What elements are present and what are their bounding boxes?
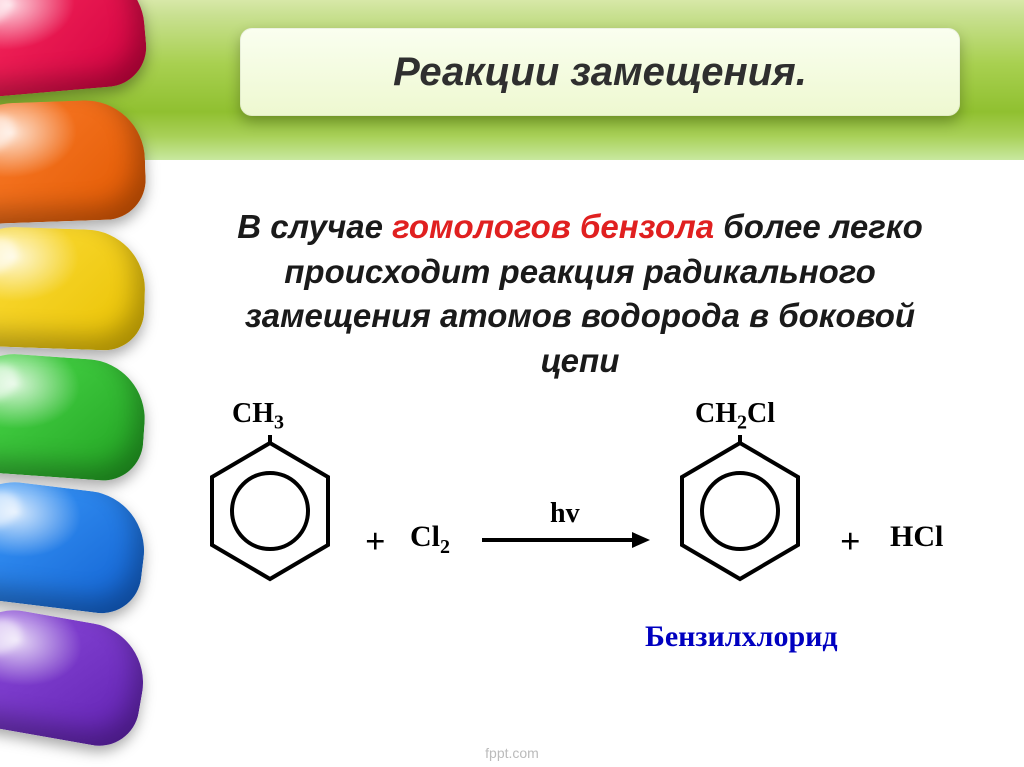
footer-credit: fppt.com (485, 745, 539, 761)
body-highlight: гомологов бензола (392, 208, 714, 245)
product-name: Бензилхлорид (645, 620, 838, 654)
highlighter-marker (0, 350, 149, 483)
body-line2: происходит реакция радикального (284, 253, 876, 290)
body-line3: замещения атомов водорода в боковой (245, 297, 915, 334)
right-substituent: CH2Cl (695, 398, 775, 435)
highlighter-marker (0, 601, 153, 752)
reaction-arrow-icon (480, 528, 650, 552)
body-line4: цепи (541, 342, 620, 379)
page-title: Реакции замещения. (393, 50, 807, 95)
highlighter-marker (0, 0, 150, 100)
body-text: В случае гомологов бензола более легко п… (180, 205, 980, 383)
plus-2: + (840, 520, 861, 562)
highlighter-marker (0, 98, 147, 225)
marker-stack (0, 0, 155, 767)
reagent-cl2: Cl2 (410, 520, 450, 559)
product-hcl: HCl (890, 520, 943, 554)
left-substituent: CH3 (232, 398, 284, 435)
plus-1: + (365, 520, 386, 562)
body-line1-pre: В случае (237, 208, 392, 245)
reaction-scheme: CH3 + Cl2 hv CH2Cl + HCl Бензилхлорид (200, 420, 970, 680)
body-line1-post: более легко (714, 208, 923, 245)
arrow-condition: hv (550, 498, 580, 530)
title-box: Реакции замещения. (240, 28, 960, 116)
benzene-ring-left (200, 435, 340, 595)
highlighter-marker (0, 225, 147, 352)
benzene-ring-right (670, 435, 810, 595)
highlighter-marker (0, 475, 151, 617)
